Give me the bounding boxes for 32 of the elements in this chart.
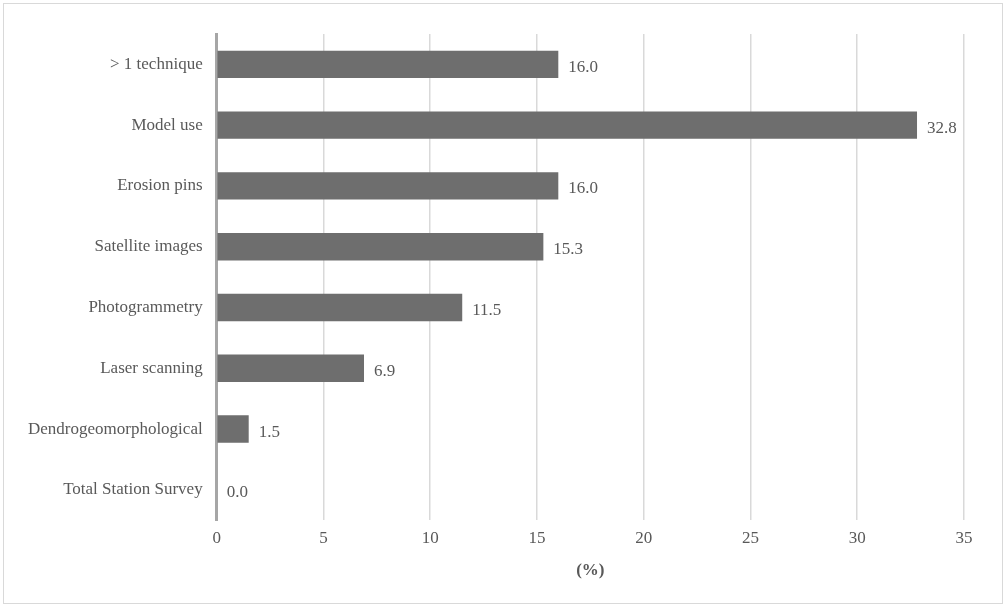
y-tick-label: Model use (131, 114, 203, 134)
x-tick-label: 25 (741, 527, 759, 547)
y-tick-label: Dendrogeomorphological (27, 418, 203, 438)
data-label: 1.5 (258, 421, 280, 441)
data-label: 6.9 (374, 360, 396, 380)
bar (217, 293, 463, 322)
data-label: 32.8 (927, 117, 957, 137)
data-label: 0.0 (226, 482, 248, 502)
y-tick-label: Total Station Survey (63, 479, 204, 499)
bar (217, 50, 559, 79)
data-label: 16.0 (568, 56, 599, 76)
y-tick-label: Satellite images (94, 236, 203, 256)
bar (217, 415, 249, 443)
bar (217, 172, 559, 200)
x-tick-label: 30 (848, 527, 866, 547)
data-label: 11.5 (472, 299, 502, 319)
y-tick-label: Photogrammetry (88, 296, 204, 316)
bar (217, 354, 364, 382)
y-tick-label: Laser scanning (100, 357, 204, 377)
bar (217, 111, 918, 139)
y-tick-label: Erosion pins (117, 175, 203, 195)
x-tick-label: 20 (635, 527, 653, 547)
x-axis-title: (%) (576, 560, 605, 580)
bar (217, 233, 544, 261)
x-tick-label: 10 (421, 527, 439, 547)
x-tick-label: 0 (212, 527, 221, 547)
data-label: 16.0 (568, 178, 599, 198)
y-tick-label: > 1 technique (110, 53, 203, 73)
x-tick-label: 15 (528, 527, 546, 547)
x-tick-label: 5 (319, 527, 328, 547)
x-tick-label: 35 (955, 527, 973, 547)
data-label: 15.3 (553, 239, 584, 259)
